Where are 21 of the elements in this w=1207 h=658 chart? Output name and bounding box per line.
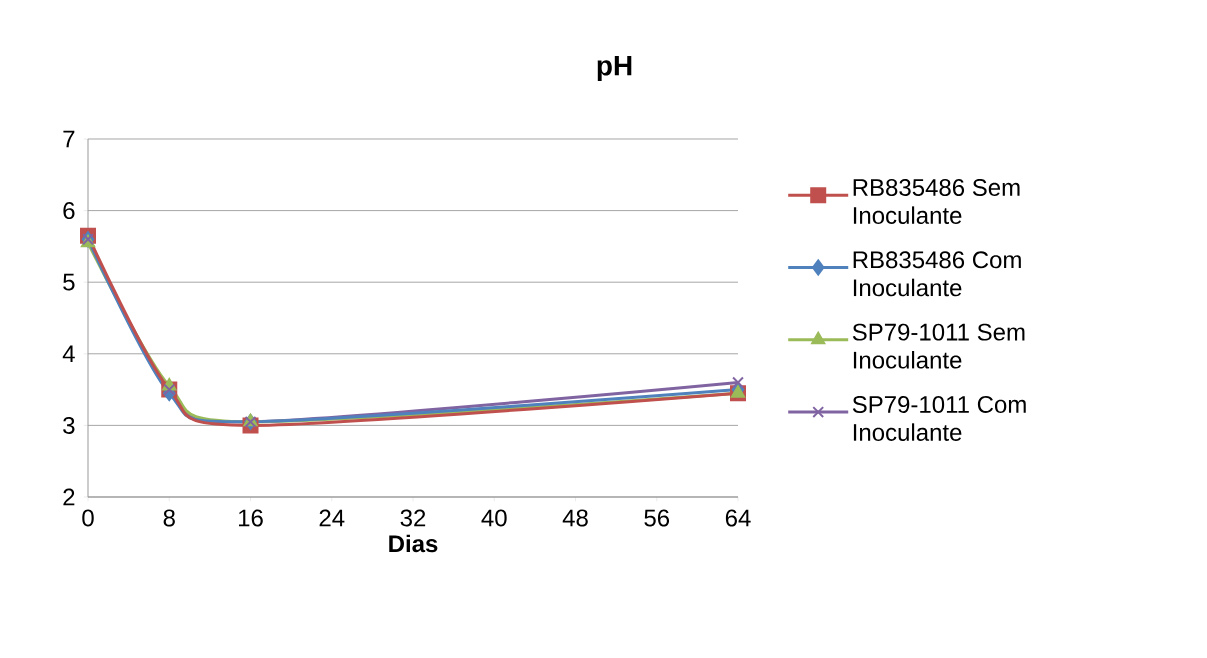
x-tick-label: 16 (239, 509, 263, 527)
x-tick-label: 40 (481, 509, 507, 527)
legend-label: SP79-1011 Sem Inoculante (852, 323, 1025, 369)
chart-title: pH (597, 56, 632, 82)
y-tick-label: 2 (63, 488, 75, 506)
x-tick-label: 56 (644, 509, 670, 527)
x-tick-label: 24 (319, 509, 345, 527)
y-tick-label: 5 (63, 273, 75, 291)
x-tick-label: 32 (400, 509, 426, 527)
legend-label: SP79-1011 Com Inoculante (852, 395, 1026, 441)
x-tick-label: 0 (82, 509, 94, 527)
legend-label: RB835486 Com Inoculante (853, 251, 1021, 297)
y-tick-label: 4 (62, 345, 75, 363)
y-tick-label: 3 (63, 416, 75, 434)
y-tick-label: 7 (63, 130, 75, 148)
y-tick-label: 6 (63, 202, 75, 220)
x-tick-label: 48 (562, 509, 588, 527)
x-tick-label: 64 (725, 509, 751, 527)
legend-label: RB835486 Sem Inoculante (853, 179, 1020, 224)
x-tick-label: 8 (163, 509, 175, 527)
x-axis-title: Dias (389, 534, 438, 553)
